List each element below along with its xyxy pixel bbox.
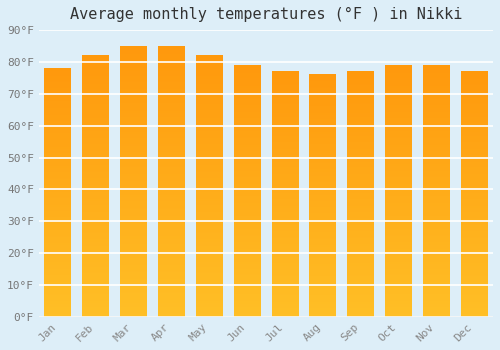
Title: Average monthly temperatures (°F ) in Nikki: Average monthly temperatures (°F ) in Ni… <box>70 7 462 22</box>
